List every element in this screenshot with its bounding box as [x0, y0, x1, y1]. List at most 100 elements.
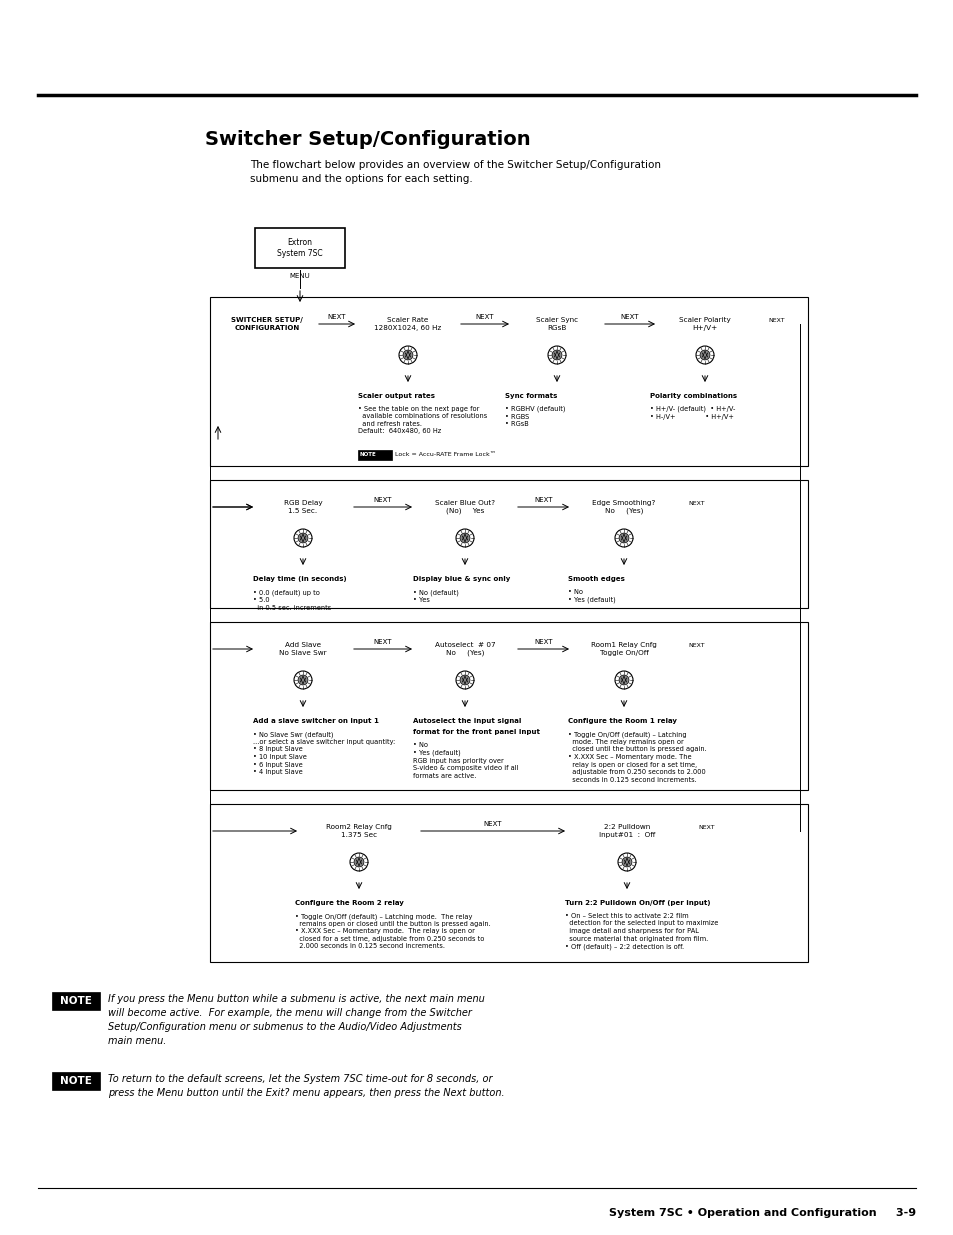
Text: Display blue & sync only: Display blue & sync only: [413, 576, 510, 582]
Bar: [254, 228, 345, 268]
Text: Autoselect  # 07
No     (Yes): Autoselect # 07 No (Yes): [435, 642, 495, 656]
Circle shape: [294, 529, 312, 547]
Circle shape: [615, 529, 633, 547]
Text: NEXT: NEXT: [483, 821, 501, 827]
Text: Add a slave switcher on input 1: Add a slave switcher on input 1: [253, 718, 378, 724]
Text: Edge Smoothing?
No     (Yes): Edge Smoothing? No (Yes): [592, 500, 655, 514]
Text: NEXT: NEXT: [698, 825, 714, 830]
Text: Scaler Sync
RGsB: Scaler Sync RGsB: [536, 317, 578, 331]
Text: Turn 2:2 Pulldown On/Off (per input): Turn 2:2 Pulldown On/Off (per input): [564, 900, 710, 906]
Text: • 0.0 (default) up to
• 5.0
  in 0.5 sec. increments: • 0.0 (default) up to • 5.0 in 0.5 sec. …: [253, 589, 331, 610]
Bar: [415, 488, 515, 526]
Text: • No
• Yes (default): • No • Yes (default): [567, 589, 615, 603]
Text: Polarity combinations: Polarity combinations: [649, 393, 737, 399]
Circle shape: [618, 534, 628, 543]
Bar: [210, 480, 807, 608]
Text: Scaler Rate
1280X1024, 60 Hz: Scaler Rate 1280X1024, 60 Hz: [374, 317, 441, 331]
Text: NEXT: NEXT: [534, 638, 552, 645]
Text: • Toggle On/Off (default) – Latching
  mode. The relay remains open or
  closed : • Toggle On/Off (default) – Latching mod…: [567, 731, 706, 783]
Bar: [210, 804, 807, 962]
Bar: [255, 488, 351, 526]
Circle shape: [547, 346, 565, 364]
Circle shape: [297, 676, 308, 685]
Bar: [210, 622, 807, 790]
Text: Configure the Room 2 relay: Configure the Room 2 relay: [294, 900, 403, 906]
Text: NOTE: NOTE: [60, 995, 91, 1007]
Text: • RGBHV (default)
• RGBS
• RGsB: • RGBHV (default) • RGBS • RGsB: [504, 406, 565, 427]
Circle shape: [459, 534, 470, 543]
Circle shape: [615, 671, 633, 689]
Bar: [572, 488, 677, 526]
Circle shape: [398, 346, 416, 364]
Circle shape: [459, 676, 470, 685]
Circle shape: [297, 534, 308, 543]
Text: Autoselect the input signal: Autoselect the input signal: [413, 718, 521, 724]
Text: Add Slave
No Slave Swr: Add Slave No Slave Swr: [279, 642, 327, 656]
Circle shape: [618, 853, 636, 871]
Text: The flowchart below provides an overview of the Switcher Setup/Configuration
sub: The flowchart below provides an overview…: [250, 161, 660, 184]
Text: NEXT: NEXT: [687, 501, 704, 506]
Circle shape: [350, 853, 368, 871]
Text: System 7SC • Operation and Configuration     3-9: System 7SC • Operation and Configuration…: [608, 1208, 915, 1218]
Text: If you press the Menu button while a submenu is active, the next main menu
will : If you press the Menu button while a sub…: [108, 994, 484, 1046]
Circle shape: [700, 350, 709, 359]
Text: Delay time (in seconds): Delay time (in seconds): [253, 576, 346, 582]
Bar: [357, 305, 457, 343]
Bar: [52, 1072, 100, 1091]
Text: NEXT: NEXT: [534, 496, 552, 503]
Bar: [255, 630, 351, 668]
Text: NEXT: NEXT: [767, 317, 783, 324]
Bar: [415, 630, 515, 668]
Bar: [52, 992, 100, 1010]
Bar: [357, 450, 392, 459]
Bar: [210, 296, 807, 466]
Circle shape: [354, 857, 363, 867]
Text: Room1 Relay Cnfg
Toggle On/Off: Room1 Relay Cnfg Toggle On/Off: [591, 642, 657, 656]
Text: NEXT: NEXT: [620, 314, 639, 320]
Text: • On – Select this to activate 2:2 film
  detection for the selected input to ma: • On – Select this to activate 2:2 film …: [564, 913, 718, 950]
Text: Scaler Blue Out?
(No)     Yes: Scaler Blue Out? (No) Yes: [435, 500, 495, 514]
Circle shape: [456, 671, 474, 689]
Text: • No
• Yes (default)
RGB input has priority over
S-video & composite video if al: • No • Yes (default) RGB input has prior…: [413, 742, 518, 778]
Bar: [299, 811, 417, 850]
Text: NEXT: NEXT: [328, 314, 346, 320]
Text: 2:2 Pulldown
Input#01  :  Off: 2:2 Pulldown Input#01 : Off: [598, 824, 655, 837]
Circle shape: [618, 676, 628, 685]
Text: RGB Delay
1.5 Sec.: RGB Delay 1.5 Sec.: [283, 500, 322, 514]
Text: NOTE: NOTE: [60, 1076, 91, 1086]
Circle shape: [696, 346, 713, 364]
Text: • H+/V- (default)  • H+/V-
• H-/V+              • H+/V+: • H+/V- (default) • H+/V- • H-/V+ • H+/V…: [649, 406, 735, 420]
Circle shape: [621, 857, 631, 867]
Text: NEXT: NEXT: [476, 314, 494, 320]
Text: • See the table on the next page for
  available combinations of resolutions
  a: • See the table on the next page for ava…: [357, 406, 487, 435]
Text: • Toggle On/Off (default) – Latching mode.  The relay
  remains open or closed u: • Toggle On/Off (default) – Latching mod…: [294, 913, 490, 950]
Text: NOTE: NOTE: [359, 452, 376, 457]
Text: To return to the default screens, let the System 7SC time-out for 8 seconds, or
: To return to the default screens, let th…: [108, 1074, 504, 1098]
Text: SWITCHER SETUP/
CONFIGURATION: SWITCHER SETUP/ CONFIGURATION: [231, 317, 302, 331]
Text: MENU: MENU: [290, 273, 310, 279]
Text: Sync formats: Sync formats: [504, 393, 557, 399]
Text: Scaler output rates: Scaler output rates: [357, 393, 435, 399]
Text: Extron
System 7SC: Extron System 7SC: [277, 238, 322, 258]
Text: • No (default)
• Yes: • No (default) • Yes: [413, 589, 458, 603]
Text: Room2 Relay Cnfg
1.375 Sec: Room2 Relay Cnfg 1.375 Sec: [326, 824, 392, 837]
Bar: [567, 811, 685, 850]
Bar: [572, 630, 677, 668]
Text: • No Slave Swr (default)
...or select a slave switcher input quantity:
• 8 Input: • No Slave Swr (default) ...or select a …: [253, 731, 395, 776]
Bar: [658, 305, 752, 343]
Circle shape: [294, 671, 312, 689]
Circle shape: [552, 350, 561, 359]
Text: Smooth edges: Smooth edges: [567, 576, 624, 582]
Circle shape: [456, 529, 474, 547]
Text: NEXT: NEXT: [374, 496, 392, 503]
Bar: [512, 305, 601, 343]
Bar: [218, 305, 315, 343]
Text: NEXT: NEXT: [374, 638, 392, 645]
Text: Lock = Accu-RATE Frame Lock™: Lock = Accu-RATE Frame Lock™: [395, 452, 496, 457]
Text: Configure the Room 1 relay: Configure the Room 1 relay: [567, 718, 677, 724]
Text: Scaler Polarity
H+/V+: Scaler Polarity H+/V+: [679, 317, 730, 331]
Text: Switcher Setup/Configuration: Switcher Setup/Configuration: [205, 130, 530, 149]
Text: NEXT: NEXT: [687, 643, 704, 648]
Circle shape: [402, 350, 413, 359]
Text: format for the front panel input: format for the front panel input: [413, 729, 539, 735]
